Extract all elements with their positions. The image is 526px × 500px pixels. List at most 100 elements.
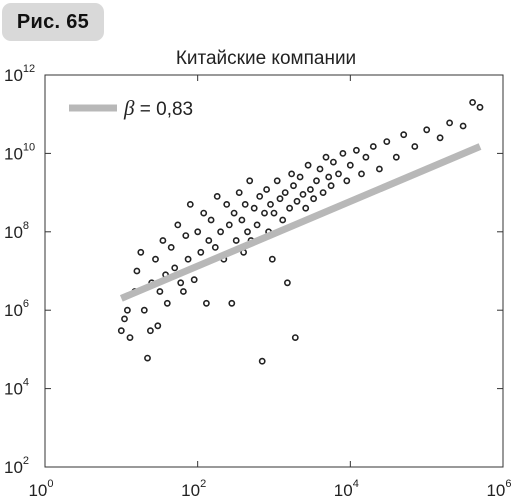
y-tick-base: 10 xyxy=(4,380,23,399)
data-point xyxy=(400,131,408,139)
data-point xyxy=(244,228,251,236)
data-point xyxy=(179,288,187,295)
data-point xyxy=(268,255,276,263)
data-point xyxy=(291,334,299,341)
data-point xyxy=(362,153,370,161)
data-point xyxy=(205,237,213,244)
data-point xyxy=(171,264,179,272)
legend-value: = 0,83 xyxy=(134,99,193,120)
data-point xyxy=(228,299,236,307)
data-point xyxy=(392,153,400,161)
data-point xyxy=(121,315,128,323)
data-point xyxy=(290,182,297,190)
y-tick-exponent: 12 xyxy=(23,63,35,75)
data-point xyxy=(261,209,268,217)
data-point xyxy=(174,221,182,229)
data-point xyxy=(217,228,224,236)
data-point xyxy=(225,221,233,229)
y-tick-base: 10 xyxy=(4,458,23,477)
data-point xyxy=(352,146,360,154)
data-point xyxy=(140,306,148,314)
data-point xyxy=(230,209,238,217)
data-point xyxy=(194,228,202,236)
data-point xyxy=(411,143,419,150)
data-point xyxy=(339,149,347,157)
data-point xyxy=(343,177,351,185)
data-point xyxy=(279,216,287,224)
data-point xyxy=(133,267,141,275)
data-point xyxy=(369,143,377,150)
data-point xyxy=(286,204,293,212)
data-point xyxy=(273,177,281,185)
data-point xyxy=(159,237,167,244)
data-point xyxy=(469,99,476,106)
y-tick-exponent: 8 xyxy=(23,220,29,232)
data-point xyxy=(288,170,295,178)
x-tick-exponent: 6 xyxy=(505,478,511,490)
data-point xyxy=(190,276,198,284)
y-tick-label: 102 xyxy=(4,455,29,477)
data-point xyxy=(263,186,270,193)
data-point xyxy=(146,327,154,335)
y-tick-label: 106 xyxy=(4,298,29,320)
data-point xyxy=(144,354,151,362)
data-point xyxy=(186,200,194,208)
fit-line xyxy=(119,143,482,302)
data-point xyxy=(235,189,243,196)
fit-line-layer xyxy=(119,143,482,302)
legend: β = 0,83 xyxy=(69,96,193,120)
data-point xyxy=(163,299,171,307)
data-point xyxy=(184,255,192,263)
data-point xyxy=(200,209,208,217)
data-point xyxy=(335,170,342,178)
y-tick-exponent: 6 xyxy=(23,298,29,310)
data-point xyxy=(283,279,291,287)
x-tick-exponent: 0 xyxy=(47,478,53,490)
data-point xyxy=(238,216,246,224)
x-tick-exponent: 2 xyxy=(200,478,206,490)
data-point xyxy=(325,173,333,181)
data-point xyxy=(306,186,314,193)
data-point xyxy=(375,165,383,173)
data-point xyxy=(232,237,240,244)
data-point xyxy=(476,103,484,111)
x-tick-base: 10 xyxy=(334,481,353,500)
data-point xyxy=(459,122,467,130)
data-point xyxy=(319,189,327,196)
data-point xyxy=(358,170,365,178)
x-tick-label: 106 xyxy=(486,478,511,500)
y-tick-exponent: 4 xyxy=(23,377,29,389)
data-point xyxy=(270,209,278,217)
data-point xyxy=(213,192,221,200)
x-tick-label: 100 xyxy=(28,478,53,500)
plot-frame xyxy=(44,74,504,468)
data-point xyxy=(177,279,185,287)
y-tick-exponent: 10 xyxy=(23,141,35,153)
y-tick-label: 1010 xyxy=(4,141,35,163)
data-point xyxy=(329,158,337,166)
figure-label: Рис. 65 xyxy=(16,11,90,33)
data-point xyxy=(211,243,219,251)
data-point xyxy=(296,173,304,181)
data-point xyxy=(423,126,431,134)
data-point xyxy=(241,200,249,208)
data-point xyxy=(346,161,354,169)
data-point xyxy=(446,119,453,127)
data-point xyxy=(313,177,320,185)
data-point xyxy=(293,197,301,205)
x-tick-base: 10 xyxy=(486,481,505,500)
data-point xyxy=(267,200,274,208)
data-point xyxy=(126,334,134,341)
y-tick-label: 1012 xyxy=(4,63,35,85)
data-point xyxy=(156,288,164,295)
data-point xyxy=(246,177,254,185)
data-point xyxy=(223,200,231,208)
legend-beta-symbol: β xyxy=(123,96,135,120)
legend-label: β = 0,83 xyxy=(123,96,193,120)
data-point xyxy=(281,189,289,196)
y-tick-label: 104 xyxy=(4,377,29,399)
y-tick-base: 10 xyxy=(4,66,23,85)
data-point xyxy=(182,232,190,239)
data-point xyxy=(383,138,391,145)
